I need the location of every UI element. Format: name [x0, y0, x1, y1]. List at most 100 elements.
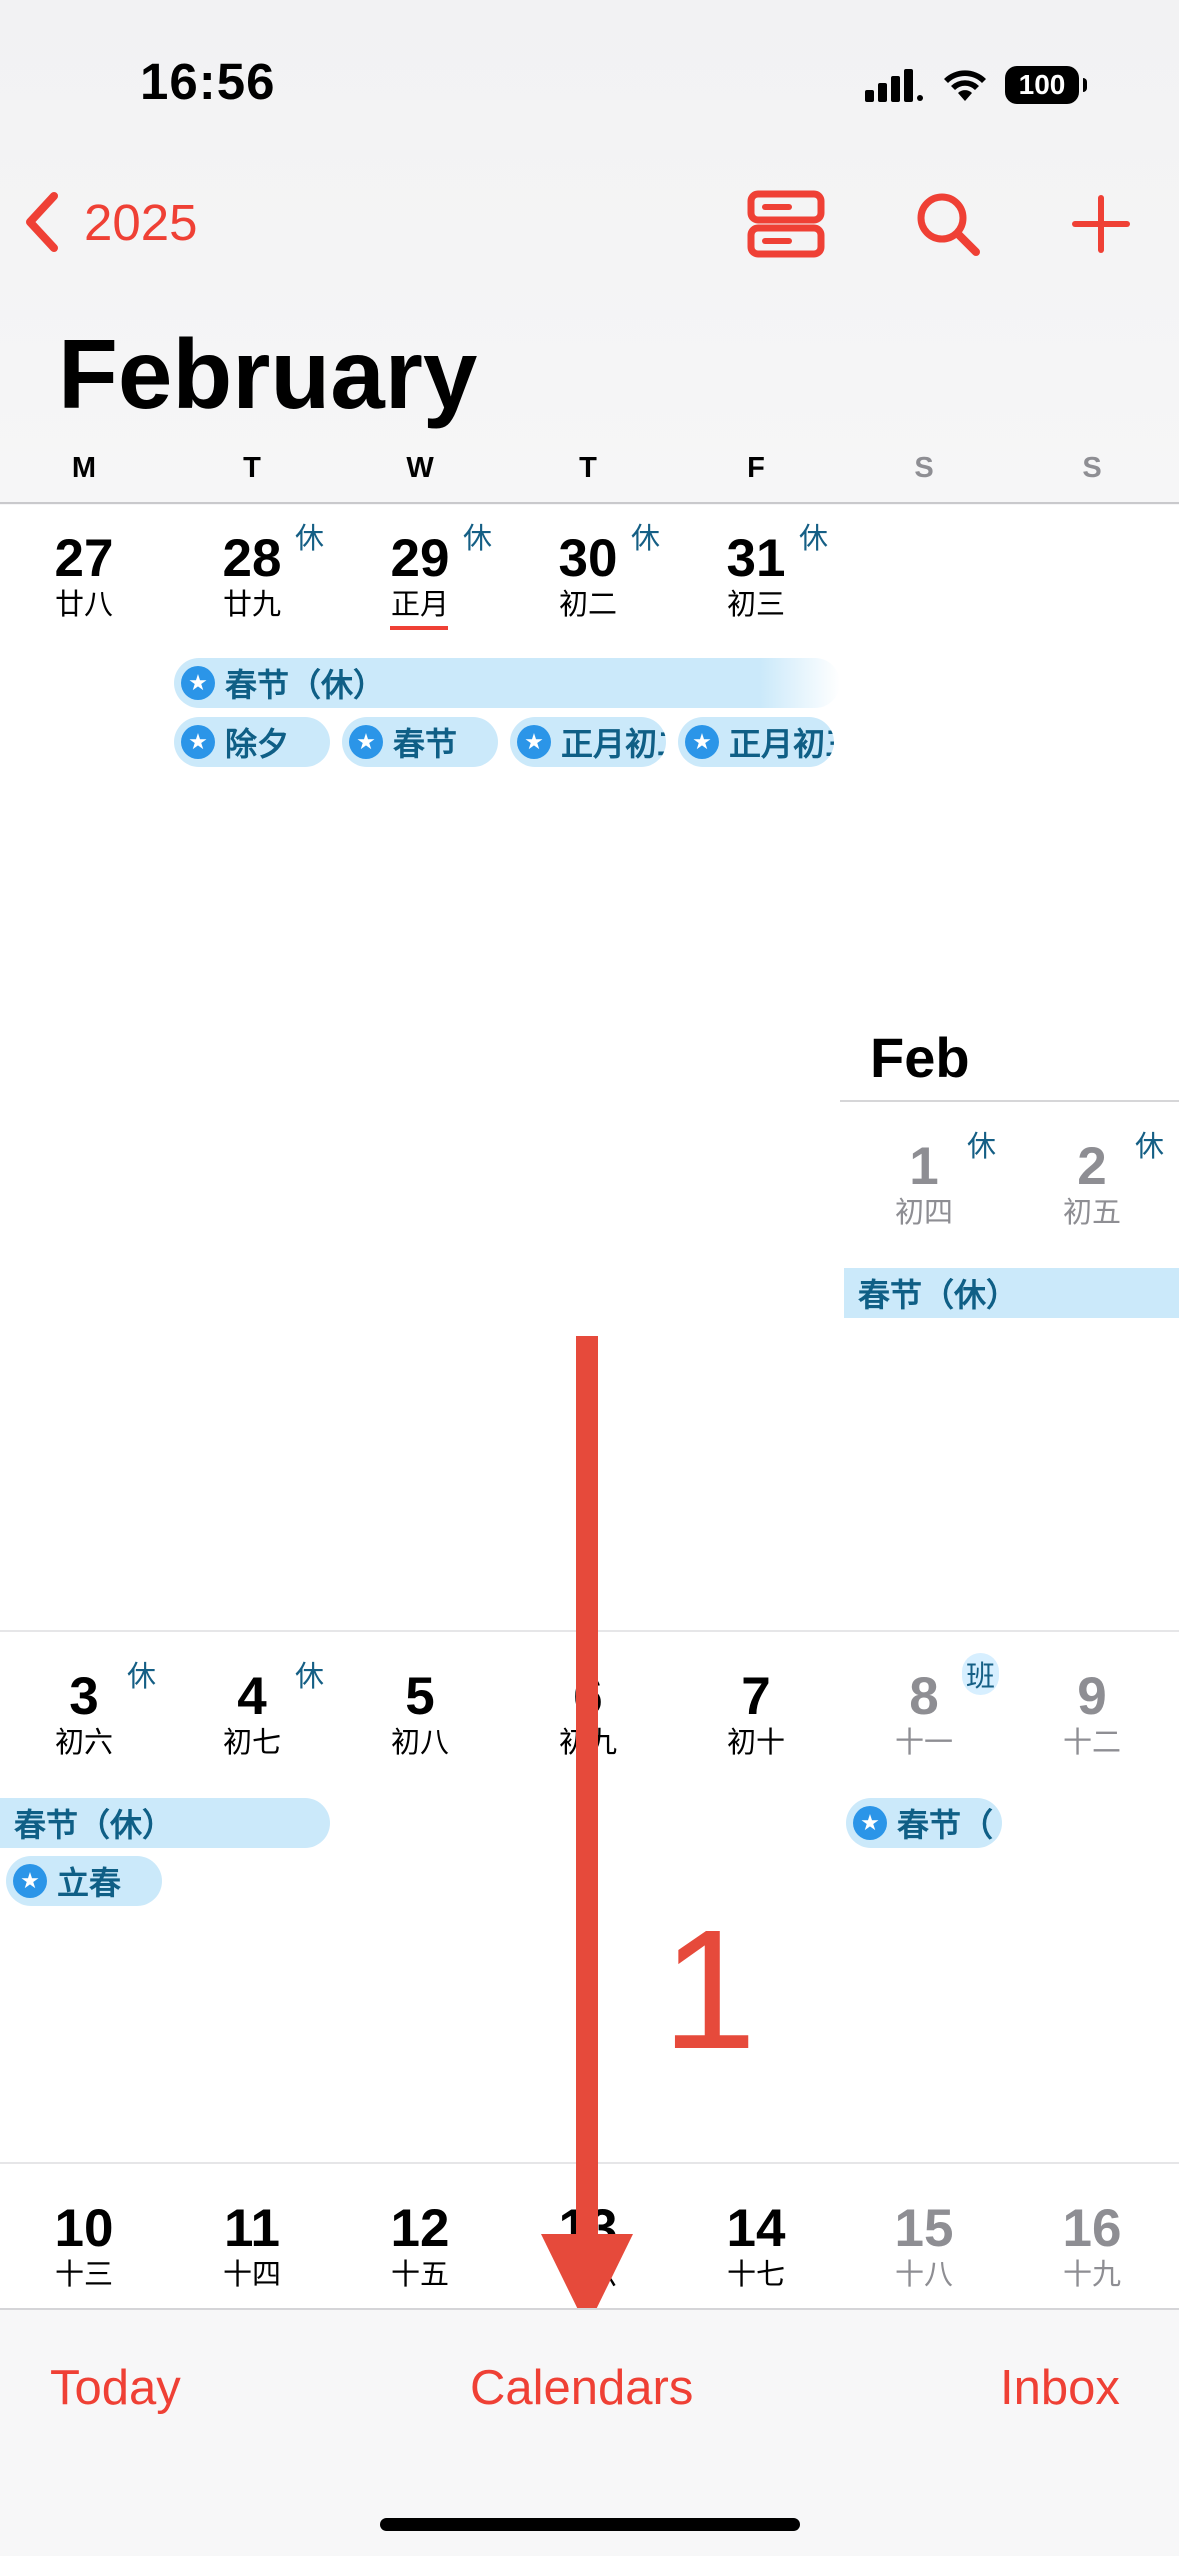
add-event-icon[interactable] — [1071, 194, 1131, 254]
weekday-sat: S — [914, 452, 934, 484]
wifi-icon — [944, 70, 986, 101]
bottom-toolbar: Today Calendars Inbox — [0, 2308, 1179, 2556]
day-cell[interactable]: 1 初四 — [840, 1138, 1008, 1230]
star-icon: ★ — [853, 1806, 887, 1840]
status-icons: 100 — [865, 66, 1087, 104]
holiday-badge: 休 — [463, 523, 493, 555]
day-cell[interactable]: 14 十七 — [672, 2200, 840, 2292]
day-number: 10 — [54, 2199, 114, 2258]
event-spring-festival-holiday[interactable]: ★ 春节（休） — [174, 658, 840, 708]
inbox-button[interactable]: Inbox — [1000, 2361, 1120, 2415]
weekday-tue: T — [243, 452, 261, 484]
weekday-sun: S — [1082, 452, 1102, 484]
nav-actions — [747, 190, 1131, 258]
event-title: 春节（休） — [225, 667, 386, 703]
day-cell[interactable]: 30 初二 — [504, 530, 672, 622]
month-title: February — [58, 319, 478, 429]
back-label: 2025 — [84, 193, 198, 251]
lunar-date: 初二 — [558, 589, 617, 621]
lunar-date: 初三 — [726, 589, 785, 621]
star-icon: ★ — [181, 725, 215, 759]
holiday-badge: 休 — [1135, 1131, 1165, 1163]
list-view-icon[interactable] — [747, 190, 825, 258]
lunar-date: 正月 — [390, 589, 449, 621]
holiday-badge: 休 — [295, 1661, 325, 1693]
event-new-years-eve[interactable]: ★ 除夕 — [174, 717, 330, 767]
calendars-button[interactable]: Calendars — [470, 2361, 694, 2415]
day-cell[interactable]: 16 十九 — [1008, 2200, 1176, 2292]
star-icon: ★ — [517, 725, 551, 759]
event-spring-holiday-cont[interactable]: 春节（休） — [844, 1268, 1179, 1318]
event-title: 除夕 — [225, 726, 290, 762]
header-area — [0, 0, 1179, 505]
holiday-badge: 休 — [127, 1661, 157, 1693]
day-cell[interactable]: 5 初八 — [336, 1668, 504, 1760]
today-indicator — [390, 626, 448, 630]
day-cell[interactable]: 10 十三 — [0, 2200, 168, 2292]
day-cell[interactable]: 31 初三 — [672, 530, 840, 622]
day-cell[interactable]: 4 初七 — [168, 1668, 336, 1760]
event-first-month-3[interactable]: ★ 正月初三 — [678, 717, 834, 767]
lunar-date: 廿九 — [222, 589, 281, 621]
weekday-wed: W — [406, 452, 434, 484]
lunar-date: 十五 — [390, 2259, 449, 2291]
star-icon: ★ — [13, 1864, 47, 1898]
lunar-date: 廿八 — [54, 589, 113, 621]
weekday-thu: T — [579, 452, 597, 484]
event-lichun[interactable]: ★ 立春 — [6, 1856, 162, 1906]
lunar-date: 初四 — [894, 1197, 953, 1229]
star-icon: ★ — [349, 725, 383, 759]
back-to-year-button[interactable]: 2025 — [24, 192, 197, 252]
star-icon: ★ — [181, 666, 215, 700]
day-number: 5 — [405, 1667, 435, 1726]
event-spring-holiday-week2[interactable]: 春节（休） — [0, 1798, 330, 1848]
day-number: 29 — [390, 529, 450, 588]
event-first-month-2[interactable]: ★ 正月初二 — [510, 717, 666, 767]
day-cell[interactable]: 11 十四 — [168, 2200, 336, 2292]
day-cell[interactable]: 9 十二 — [1008, 1668, 1176, 1760]
month-start-divider — [840, 1100, 1179, 1102]
day-number: 2 — [1077, 1137, 1107, 1196]
day-cell[interactable]: 7 初十 — [672, 1668, 840, 1760]
holiday-badge: 休 — [799, 523, 829, 555]
day-cell[interactable]: 8 十一 — [840, 1668, 1008, 1760]
lunar-date: 十七 — [726, 2259, 785, 2291]
event-title: 春节 — [393, 726, 458, 762]
day-cell[interactable]: 3 初六 — [0, 1668, 168, 1760]
day-number: 31 — [726, 529, 786, 588]
event-title: 春节（休） — [858, 1277, 1019, 1313]
day-number: 12 — [390, 2199, 450, 2258]
day-cell[interactable]: 2 初五 — [1008, 1138, 1176, 1230]
holiday-badge: 休 — [967, 1131, 997, 1163]
lunar-date: 十九 — [1062, 2259, 1121, 2291]
lunar-date: 十四 — [222, 2259, 281, 2291]
day-number: 15 — [894, 2199, 954, 2258]
annotation-arrow-shaft — [576, 1336, 598, 2251]
day-number: 9 — [1077, 1667, 1107, 1726]
month-start-label: Feb — [870, 1026, 970, 1089]
lunar-date: 初八 — [390, 1727, 449, 1759]
event-title: 正月初三 — [729, 726, 834, 762]
event-title: 立春 — [57, 1865, 122, 1901]
day-cell[interactable]: 29 正月 — [336, 530, 504, 622]
day-number: 30 — [558, 529, 618, 588]
lunar-date: 十三 — [54, 2259, 113, 2291]
day-cell[interactable]: 28 廿九 — [168, 530, 336, 622]
holiday-badge: 休 — [631, 523, 661, 555]
status-time: 16:56 — [140, 53, 276, 110]
day-cell[interactable]: 15 十八 — [840, 2200, 1008, 2292]
home-indicator — [380, 2518, 800, 2531]
today-button[interactable]: Today — [50, 2361, 181, 2415]
search-icon[interactable] — [915, 191, 981, 257]
day-cell[interactable]: 27 廿八 — [0, 530, 168, 622]
weekday-mon: M — [71, 452, 97, 484]
weekday-header: M T W T F S S — [0, 452, 1179, 502]
day-cell[interactable]: 12 十五 — [336, 2200, 504, 2292]
event-title: 春节（休） — [14, 1807, 175, 1843]
header-divider — [0, 502, 1179, 504]
day-number: 3 — [69, 1667, 99, 1726]
event-spring-festival-sat[interactable]: ★ 春节（ — [846, 1798, 1002, 1848]
event-spring-festival[interactable]: ★ 春节 — [342, 717, 498, 767]
day-number: 11 — [223, 2199, 281, 2258]
